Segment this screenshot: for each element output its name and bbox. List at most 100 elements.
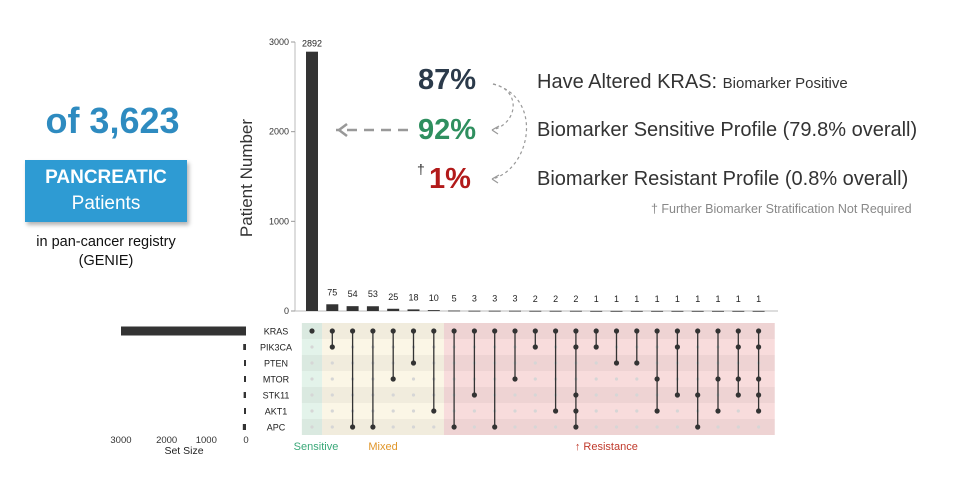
matrix-dot-4-KRAS: [390, 328, 396, 334]
bar-6: [427, 310, 440, 311]
matrix-dot-empty-14-STK11: [594, 393, 598, 397]
bar-label-0: 2892: [302, 39, 322, 49]
footnote: † Further Biomarker Stratification Not R…: [651, 202, 912, 216]
bar-label-5: 18: [408, 292, 418, 302]
matrix-dot-20-KRAS: [715, 328, 721, 334]
bar-label-8: 3: [472, 294, 477, 304]
matrix-dot-empty-16-MTOR: [635, 377, 639, 381]
bar-label-21: 1: [736, 294, 741, 304]
matrix-dot-2-KRAS: [350, 328, 356, 334]
bar-15: [610, 310, 623, 312]
matrix-dot-5-KRAS: [410, 328, 417, 334]
group-label-2: ↑ Resistance: [575, 441, 638, 453]
matrix-dot-empty-20-APC: [716, 425, 720, 429]
matrix-dot-20-MTOR: [715, 376, 721, 382]
group-band-1: [322, 323, 444, 435]
bar-label-7: 5: [452, 294, 457, 304]
matrix-dot-7-KRAS: [451, 328, 457, 334]
matrix-dot-12-AKT1: [553, 408, 559, 414]
bar-1: [326, 304, 339, 311]
bar-10: [509, 310, 521, 312]
bar-5: [407, 309, 420, 311]
matrix-dot-empty-1-APC: [330, 425, 334, 429]
matrix-dot-empty-21-AKT1: [736, 409, 740, 413]
matrix-dot-3-APC: [370, 424, 376, 430]
cohort-badge: PANCREATIC Patients: [25, 160, 187, 222]
matrix-dot-empty-10-AKT1: [513, 409, 517, 413]
bar-label-2: 54: [348, 289, 358, 299]
matrix-dot-19-APC: [695, 424, 701, 430]
group-label-1: Mixed: [368, 441, 397, 453]
matrix-dot-empty-6-APC: [432, 425, 436, 429]
matrix-dot-4-MTOR: [390, 376, 396, 382]
group-bands: [301, 323, 775, 435]
matrix-dot-empty-10-APC: [513, 425, 517, 429]
kras-sub-text: Biomarker Positive: [722, 75, 848, 92]
matrix-dot-empty-4-AKT1: [391, 409, 395, 413]
kras-percent: 87%: [418, 64, 477, 96]
matrix-dot-9-KRAS: [492, 328, 498, 334]
bar-3: [366, 306, 379, 311]
y-tick-label-2000: 2000: [269, 127, 289, 137]
bar-label-15: 1: [614, 294, 619, 304]
set-size-bar-STK11: [243, 392, 246, 398]
matrix-dot-0-KRAS: [309, 328, 315, 334]
matrix-dot-21-MTOR: [735, 376, 741, 382]
matrix-dot-empty-17-APC: [655, 425, 659, 429]
registry-line1: in pan-cancer registry: [36, 234, 176, 250]
matrix-dot-12-KRAS: [553, 328, 559, 334]
y-axis-label: Patient Number: [237, 119, 256, 237]
matrix-dot-empty-18-APC: [675, 425, 680, 429]
matrix-dot-1-KRAS: [329, 328, 335, 334]
matrix-dot-1-PIK3CA: [329, 344, 335, 350]
bar-label-20: 1: [715, 294, 720, 304]
registry-text: in pan-cancer registry (GENIE): [0, 233, 212, 271]
matrix-dot-empty-5-AKT1: [411, 409, 416, 413]
matrix-dot-21-KRAS: [735, 328, 741, 334]
bar-label-12: 2: [553, 294, 558, 304]
group-labels: Sensitive Mixed ↑ Resistance: [294, 441, 638, 453]
registry-line2: (GENIE): [78, 253, 134, 269]
set-size-tick-3000: 3000: [110, 435, 131, 446]
matrix-dot-empty-11-STK11: [533, 393, 537, 397]
matrix-dot-13-AKT1: [573, 408, 579, 414]
bar-19: [691, 310, 704, 312]
matrix-dot-empty-5-STK11: [411, 393, 416, 397]
bar-label-14: 1: [594, 294, 599, 304]
sensitive-percent: 92%: [418, 114, 477, 146]
matrix-dot-empty-14-APC: [594, 425, 598, 429]
y-tick-label-1000: 1000: [269, 216, 289, 226]
set-size-bar-MTOR: [244, 376, 246, 382]
matrix-dot-10-KRAS: [512, 328, 518, 334]
set-size-bar-AKT1: [244, 408, 246, 414]
matrix-dot-5-PTEN: [410, 360, 417, 366]
gene-label-STK11: STK11: [263, 391, 290, 401]
bars: [306, 51, 765, 312]
matrix-dot-2-APC: [350, 424, 356, 430]
matrix-dot-16-PTEN: [634, 360, 640, 366]
matrix-dot-22-KRAS: [756, 328, 762, 334]
matrix-dot-8-KRAS: [471, 328, 477, 334]
matrix-dot-21-STK11: [735, 392, 741, 398]
bar-label-16: 1: [634, 294, 639, 304]
matrix-dot-19-STK11: [695, 392, 701, 398]
matrix-dot-empty-4-APC: [391, 425, 395, 429]
kras-description: Have Altered KRAS: Biomarker Positive: [537, 71, 848, 94]
matrix-dot-11-PIK3CA: [532, 344, 538, 350]
bar-label-9: 3: [492, 294, 497, 304]
matrix-dot-17-AKT1: [654, 408, 660, 414]
gene-label-KRAS: KRAS: [264, 327, 289, 337]
bar-17: [651, 310, 664, 312]
bar-18: [671, 310, 684, 312]
matrix-dot-13-PIK3CA: [573, 344, 579, 350]
bar-label-22: 1: [756, 294, 761, 304]
bar-label-13: 2: [573, 294, 578, 304]
matrix-dot-empty-0-PTEN: [310, 361, 314, 365]
matrix-dot-empty-0-PIK3CA: [310, 345, 314, 349]
matrix-dot-16-KRAS: [634, 328, 640, 334]
set-size-bar-KRAS: [121, 326, 246, 336]
bar-11: [529, 310, 542, 312]
matrix-dot-19-KRAS: [695, 328, 701, 334]
gene-label-MTOR: MTOR: [263, 375, 290, 385]
matrix-dot-empty-1-PTEN: [330, 361, 334, 365]
